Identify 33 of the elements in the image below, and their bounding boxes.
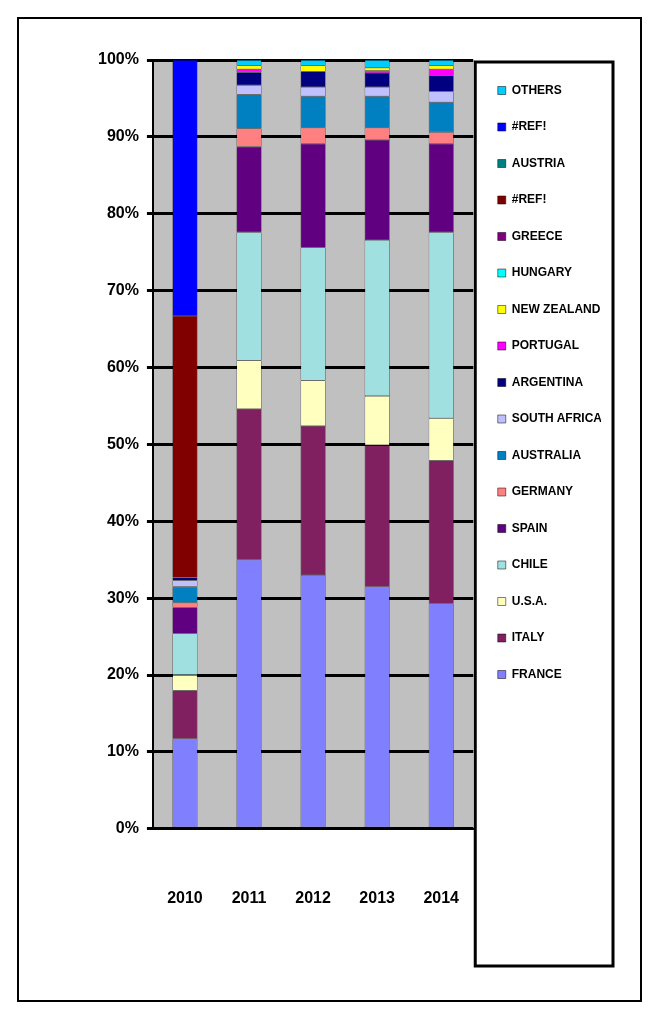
y-tick-label: 90% — [106, 127, 139, 145]
legend-label: GREECE — [511, 228, 563, 243]
x-tick-label: 2011 — [231, 888, 267, 906]
legend-label: SOUTH AFRICA — [511, 411, 603, 426]
y-tick-label: 0% — [115, 819, 139, 837]
legend-label: NEW ZEALAND — [511, 301, 601, 316]
y-tick-label: 100% — [98, 50, 139, 68]
legend-label: HUNGARY — [511, 265, 572, 280]
y-tick-label: 80% — [106, 204, 139, 222]
legend-label: FRANCE — [511, 666, 562, 681]
y-tick-label: 40% — [106, 511, 139, 529]
legend-label: PORTUGAL — [511, 338, 580, 353]
y-tick-label: 20% — [106, 665, 139, 683]
legend-label: ARGENTINA — [511, 374, 584, 389]
x-tick-label: 2012 — [295, 888, 331, 906]
legend-label: SPAIN — [511, 520, 548, 535]
x-tick-label: 2010 — [167, 888, 203, 906]
legend-label: CHILE — [511, 557, 548, 572]
legend-label: OTHERS — [511, 82, 562, 97]
y-tick-label: 30% — [106, 588, 139, 606]
legend-label: AUSTRIA — [511, 155, 566, 170]
y-tick-label: 10% — [106, 742, 139, 760]
legend-label: ITALY — [511, 630, 545, 645]
legend-label: GERMANY — [511, 484, 574, 499]
x-tick-label: 2014 — [423, 888, 460, 906]
legend-label: AUSTRALIA — [511, 447, 582, 462]
legend-label: U.S.A. — [511, 593, 548, 608]
y-tick-label: 70% — [106, 281, 139, 299]
x-tick-label: 2013 — [359, 888, 396, 906]
legend-label: #REF! — [511, 192, 547, 207]
legend-label: #REF! — [511, 119, 547, 134]
y-tick-label: 50% — [106, 434, 139, 452]
y-tick-label: 60% — [106, 357, 139, 375]
